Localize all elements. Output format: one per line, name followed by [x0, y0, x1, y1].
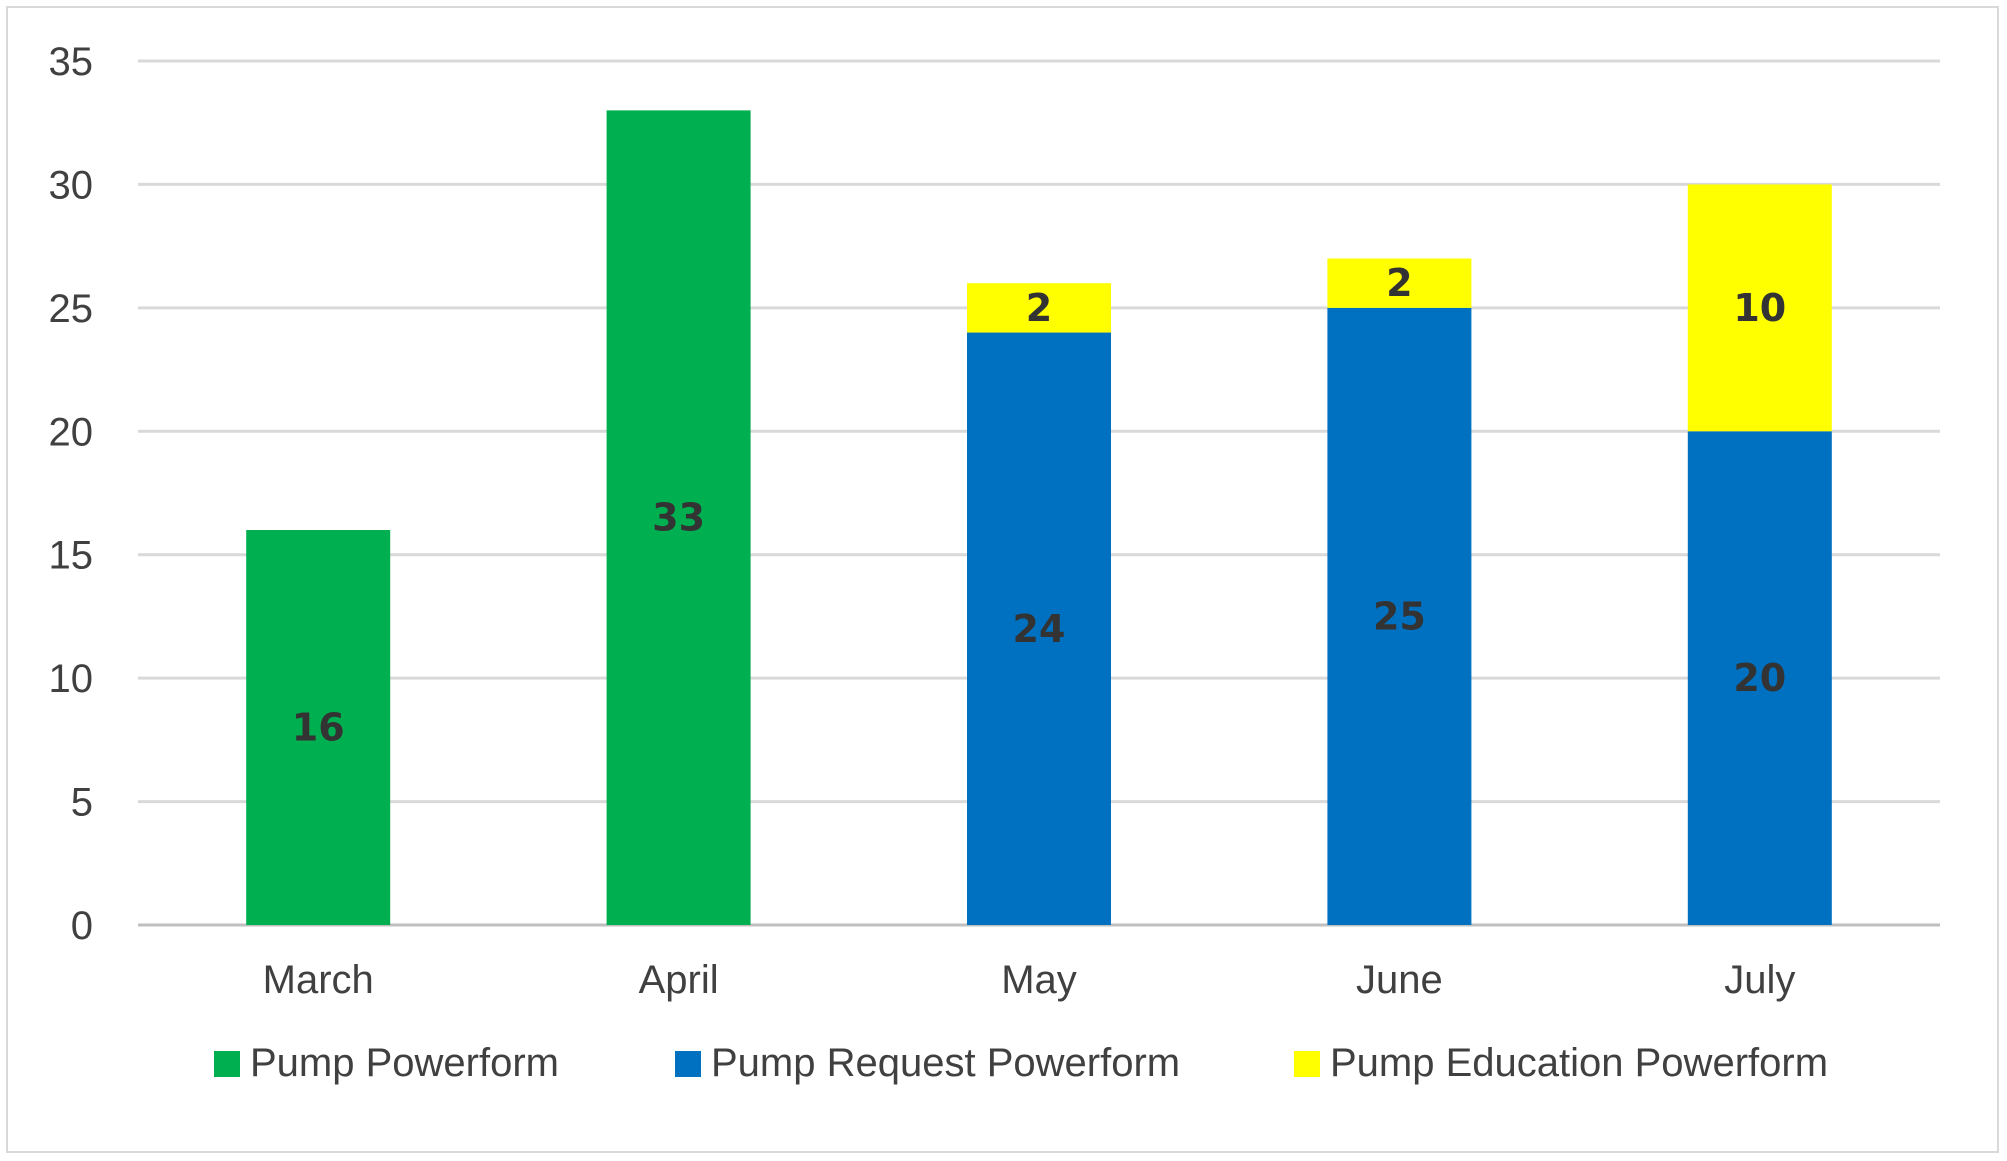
bar-july-series-2 [1687, 184, 1832, 432]
y-tick-label-25: 25 [49, 287, 94, 331]
bar-july-series-1 [1687, 431, 1832, 925]
legend-label-1: Pump Request Powerform [711, 1041, 1180, 1085]
bar-may-series-2 [967, 283, 1111, 333]
bar-march-series-0 [246, 530, 391, 925]
x-axis-tick-labels: March April May June July [263, 958, 1796, 1002]
data-label-may-series-1: 24 [1013, 607, 1066, 651]
x-tick-label-july: July [1724, 958, 1795, 1002]
data-label-june-series-1: 25 [1373, 594, 1426, 638]
x-tick-label-june: June [1356, 958, 1443, 1002]
y-tick-label-0: 0 [71, 904, 93, 948]
y-axis-tick-labels: 0 5 10 15 20 25 30 35 [49, 40, 94, 948]
bar-june-series-1 [1327, 307, 1472, 925]
legend-swatch-1 [675, 1051, 701, 1077]
y-tick-label-5: 5 [71, 781, 93, 825]
x-tick-label-april: April [639, 958, 719, 1002]
legend: Pump Powerform Pump Request Powerform Pump… [214, 1041, 1828, 1085]
bars [246, 110, 1832, 925]
data-labels: 16 33 24 2 25 2 20 10 [292, 261, 1786, 749]
y-tick-label-30: 30 [49, 163, 94, 207]
y-tick-label-10: 10 [49, 657, 94, 701]
x-tick-label-may: May [1001, 958, 1077, 1002]
x-tick-label-march: March [263, 958, 374, 1002]
data-label-july-series-2: 10 [1733, 286, 1786, 330]
bar-may-series-1 [967, 332, 1111, 925]
data-label-march-series-0: 16 [292, 706, 345, 750]
legend-label-2: Pump Education Powerform [1330, 1041, 1828, 1085]
y-tick-label-20: 20 [49, 410, 94, 454]
bar-june-series-2 [1327, 258, 1472, 308]
y-tick-label-15: 15 [49, 534, 94, 578]
data-label-july-series-1: 20 [1733, 656, 1786, 700]
legend-swatch-0 [214, 1051, 240, 1077]
bar-april-series-0 [606, 110, 751, 925]
y-tick-label-35: 35 [49, 40, 94, 84]
legend-swatch-2 [1294, 1051, 1320, 1077]
legend-label-0: Pump Powerform [250, 1041, 559, 1085]
data-label-may-series-2: 2 [1026, 286, 1052, 330]
data-label-june-series-2: 2 [1386, 261, 1412, 305]
data-label-april-series-0: 33 [652, 496, 705, 540]
